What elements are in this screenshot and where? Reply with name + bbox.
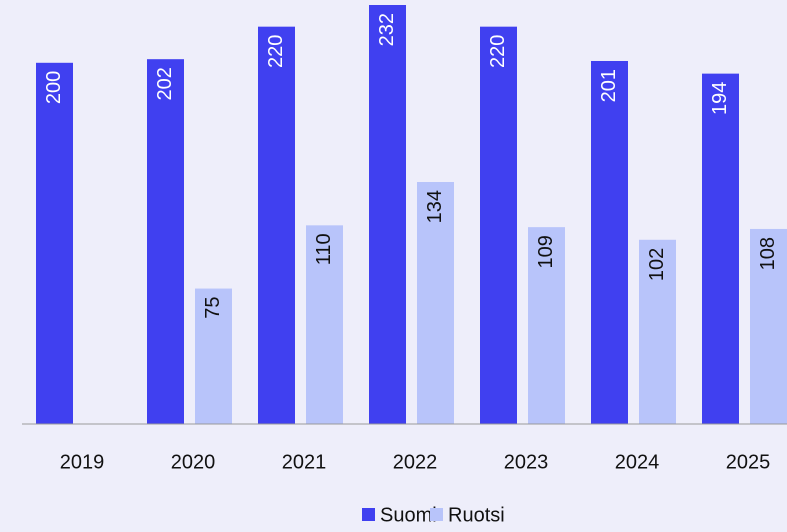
data-label: 200 (43, 71, 65, 104)
data-label: 194 (709, 82, 731, 115)
bar (258, 26, 295, 424)
data-label: 202 (154, 67, 176, 100)
bar (528, 227, 565, 424)
x-tick-label: 2021 (282, 451, 327, 473)
x-tick-label: 2025 (726, 451, 771, 473)
data-label: 109 (535, 235, 557, 268)
data-label: 75 (202, 297, 224, 319)
x-tick-label: 2020 (171, 451, 216, 473)
x-tick-label: 2023 (504, 451, 549, 473)
bar (702, 73, 739, 425)
data-label: 110 (313, 233, 335, 265)
bar (417, 181, 454, 424)
bar (480, 26, 517, 424)
bar (36, 62, 73, 425)
legend-label: Suomi (380, 504, 437, 526)
x-tick-label: 2019 (60, 451, 105, 473)
data-label: 232 (376, 13, 398, 46)
bar (147, 59, 184, 425)
bar (306, 225, 343, 424)
data-label: 220 (265, 35, 287, 68)
data-label: 102 (646, 248, 668, 281)
data-label: 220 (487, 35, 509, 68)
bar (639, 239, 676, 424)
x-tick-label: 2024 (615, 451, 660, 473)
legend-label: Ruotsi (448, 504, 505, 526)
bar (195, 288, 232, 424)
bar (750, 228, 787, 424)
bar (591, 60, 628, 425)
legend-swatch (362, 508, 375, 521)
data-label: 134 (424, 190, 446, 223)
x-tick-label: 2022 (393, 451, 438, 473)
legend-swatch (430, 508, 443, 521)
data-label: 108 (757, 237, 779, 270)
data-label: 201 (598, 69, 620, 102)
bar (369, 5, 406, 424)
